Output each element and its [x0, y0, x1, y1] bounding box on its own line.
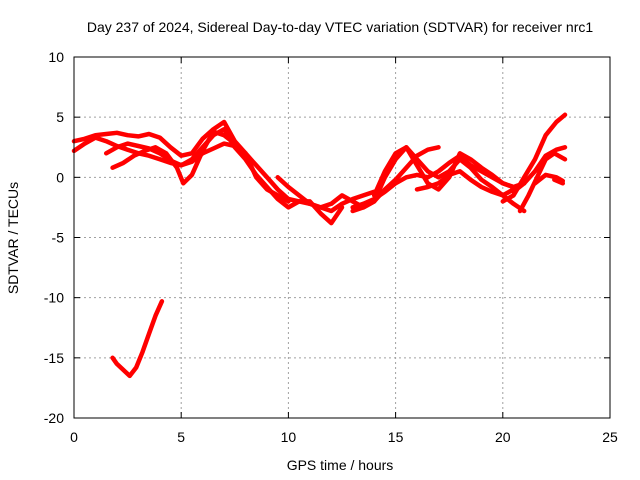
- series-track-d: [103, 141, 291, 204]
- y-tick-label: -5: [52, 230, 65, 246]
- x-tick-label: 20: [495, 429, 511, 445]
- series-track-n: [552, 177, 566, 186]
- series-track-m: [532, 172, 566, 186]
- series-track-j: [500, 112, 568, 204]
- grid-lines: [74, 57, 610, 418]
- series-track-o: [110, 299, 165, 379]
- x-tick-label: 25: [602, 429, 618, 445]
- y-tick-label: 10: [48, 49, 64, 65]
- x-tick-label: 5: [177, 429, 185, 445]
- x-axis-label: GPS time / hours: [287, 457, 394, 473]
- x-tick-label: 0: [70, 429, 78, 445]
- series-track-a: [71, 119, 377, 214]
- x-tick-label: 10: [281, 429, 297, 445]
- data-series: [71, 112, 568, 379]
- axis-ticks: 0 5 10 15 20 25 10 5 0 -5 -10 -15 -20: [44, 49, 618, 445]
- series-track-l: [517, 151, 568, 214]
- y-tick-label: -10: [44, 290, 64, 306]
- y-tick-label: 0: [56, 169, 64, 185]
- plot-frame: [73, 56, 611, 419]
- y-tick-label: -20: [44, 410, 64, 426]
- series-track-k: [511, 145, 568, 195]
- y-tick-label: -15: [44, 350, 64, 366]
- chart-title: Day 237 of 2024, Sidereal Day-to-day VTE…: [87, 19, 593, 35]
- series-track-i: [414, 169, 527, 198]
- x-tick-label: 15: [388, 429, 404, 445]
- y-tick-label: 5: [56, 109, 64, 125]
- series-track-c: [110, 129, 248, 186]
- y-axis-label: SDTVAR / TECUs: [5, 182, 21, 294]
